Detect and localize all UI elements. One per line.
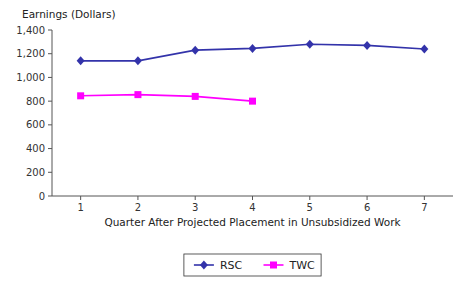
chart: 0 200 400 600 800 1,000 1,200 1,400 1 2 3 4 5 6 7 Quart…	[0, 0, 465, 284]
point	[77, 56, 85, 65]
x-axis-label: Quarter After Projected Placement in Uns…	[104, 216, 401, 228]
y-axis	[52, 30, 53, 196]
x-tick	[80, 196, 81, 200]
x-tick-label: 1	[77, 202, 83, 213]
point	[249, 98, 256, 105]
y-tick-label: 800	[26, 96, 45, 107]
y-tick-label: 1,000	[16, 72, 45, 83]
legend-label: TWC	[289, 259, 316, 272]
x-tick-label: 4	[249, 202, 255, 213]
x-tick	[252, 196, 253, 200]
y-tick	[48, 124, 52, 125]
y-tick-label: 1,400	[16, 25, 45, 36]
y-tick	[48, 53, 52, 54]
legend-label: RSC	[220, 259, 243, 272]
point	[191, 46, 199, 55]
x-tick-label: 3	[192, 202, 198, 213]
x-tick	[309, 196, 310, 200]
y-tick-label: 200	[26, 167, 45, 178]
legend-marker	[200, 261, 208, 270]
point	[363, 41, 371, 50]
legend: RSC TWC	[184, 254, 321, 276]
legend-marker	[270, 262, 277, 269]
x-tick	[367, 196, 368, 200]
x-tick-label: 2	[135, 202, 141, 213]
point	[192, 93, 199, 100]
y-tick	[48, 30, 52, 31]
legend-box	[184, 254, 321, 276]
y-tick-label: 0	[39, 191, 45, 202]
series-line	[81, 44, 425, 61]
point	[420, 44, 428, 53]
point	[134, 91, 141, 98]
y-axis-label: Earnings (Dollars)	[22, 8, 116, 20]
x-tick-label: 6	[364, 202, 370, 213]
plot-area	[77, 40, 429, 105]
y-tick-label: 600	[26, 119, 45, 130]
y-tick-label: 400	[26, 143, 45, 154]
y-tick	[48, 101, 52, 102]
x-tick-label: 5	[307, 202, 313, 213]
x-tick	[137, 196, 138, 200]
point	[249, 44, 257, 53]
y-tick	[48, 172, 52, 173]
y-tick	[48, 77, 52, 78]
x-tick	[424, 196, 425, 200]
y-tick	[48, 196, 52, 197]
y-tick-label: 1,200	[16, 48, 45, 59]
series-line	[81, 95, 253, 102]
x-tick	[195, 196, 196, 200]
x-tick-label: 7	[421, 202, 427, 213]
point	[134, 56, 142, 65]
point	[306, 40, 314, 49]
y-tick	[48, 148, 52, 149]
point	[77, 92, 84, 99]
